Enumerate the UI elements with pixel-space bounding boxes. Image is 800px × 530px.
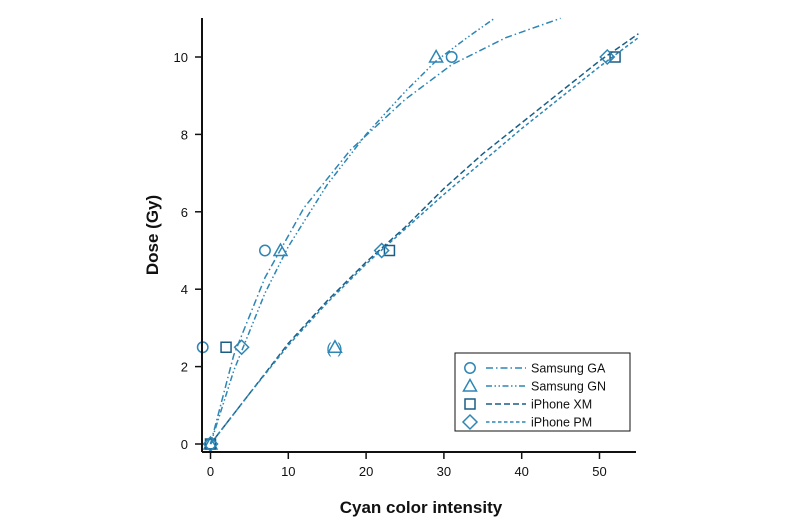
y-tick-label: 4	[181, 282, 188, 297]
data-point-triangle	[428, 48, 444, 63]
outlier-label: ( )	[326, 340, 343, 357]
data-point-diamond	[373, 242, 390, 259]
data-point-square	[204, 438, 217, 450]
x-tick-label: 10	[281, 464, 295, 479]
fit-line-samsung-ga	[209, 17, 561, 445]
axes: 0 10 20 30 40 50 0 2 4 6 8 10	[174, 18, 636, 479]
data-point-diamond	[599, 48, 616, 66]
y-tick-label: 10	[174, 50, 188, 65]
x-tick-label: 20	[359, 464, 373, 479]
legend-marker-circle	[464, 362, 476, 374]
data-point-circle	[259, 244, 271, 257]
y-tick-label: 8	[181, 127, 188, 142]
data-point-triangle	[327, 339, 343, 353]
fit-line-iphone-pm	[209, 36, 639, 445]
x-tick-label: 40	[514, 464, 528, 479]
legend-label: Samsung GA	[531, 362, 606, 376]
legend-label: iPhone XM	[531, 398, 592, 412]
legend-box	[454, 352, 631, 432]
y-tick-label: 6	[181, 205, 188, 220]
fit-lines	[209, 17, 639, 445]
legend-marker-square	[464, 398, 476, 410]
data-point-triangle	[272, 242, 289, 257]
y-ticks: 0 2 4 6 8 10	[174, 50, 202, 452]
legend-label: Samsung GN	[531, 380, 606, 394]
data-point-square	[609, 51, 621, 63]
y-axis-title: Dose (Gy)	[143, 195, 162, 275]
legend-marker-triangle	[462, 377, 478, 392]
x-axis-title: Cyan color intensity	[340, 498, 503, 517]
legend-marker-diamond	[461, 413, 479, 431]
legend: Samsung GA Samsung GN iPhone XM iPhone PM	[454, 352, 631, 432]
y-tick-label: 0	[181, 437, 188, 452]
data-point-square	[383, 244, 396, 257]
x-tick-label: 30	[437, 464, 451, 479]
y-tick-label: 2	[181, 360, 188, 375]
data-point-diamond	[233, 339, 250, 356]
legend-label: iPhone PM	[531, 416, 592, 430]
fit-line-samsung-gn	[209, 17, 495, 445]
x-ticks: 0 10 20 30 40 50	[207, 452, 607, 479]
fit-line-iphone-xm	[209, 33, 639, 445]
data-point-circle	[445, 51, 458, 63]
data-point-square	[220, 341, 232, 353]
x-tick-label: 0	[207, 464, 214, 479]
x-tick-label: 50	[592, 464, 606, 479]
